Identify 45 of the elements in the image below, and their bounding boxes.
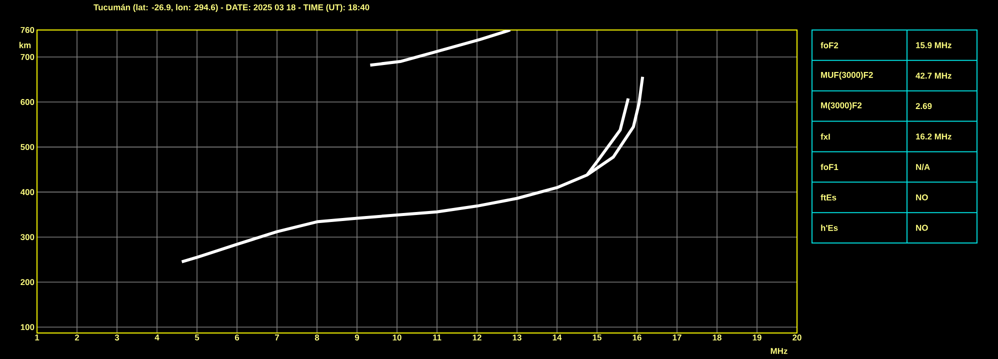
text: M(3000)F2 [821,102,862,110]
x-tick-label: 12 [472,334,482,340]
text: ftEs [820,194,836,200]
text: 42.7 MHz [916,72,952,79]
x-tick-label: 2 [74,334,80,340]
x-tick-label: 20 [792,334,802,341]
x-tick-label: 17 [672,334,682,340]
text: 15.9 MHz [916,42,952,48]
y-tick-label: 700 [20,54,34,60]
y-tick-label: 200 [20,279,34,286]
y-tick-label: 760 [20,27,34,33]
x-tick-label: 19 [752,334,762,341]
x-tick-label: 8 [314,334,320,341]
y-tick-label: 100 [20,324,34,330]
x-tick-label: 10 [392,334,402,341]
x-tick-label: 13 [512,334,522,341]
x-tick-label: 3 [114,334,120,341]
x-tick-label: 4 [154,334,160,340]
x-axis-title: MHz [770,348,788,354]
text: N/A [916,164,930,170]
x-tick-label: 6 [234,334,240,341]
text: NO [916,224,928,231]
y-tick-label: 500 [20,144,34,150]
y-tick-label: 400 [20,189,34,196]
text: NO [916,194,928,200]
text: MUF(3000)F2 [821,72,873,80]
x-tick-label: 9 [354,334,360,341]
y-axis-title: km [19,42,31,48]
text: foF1 [820,164,838,170]
text: foF2 [820,42,838,48]
x-tick-label: 15 [592,334,602,340]
text: 16.2 MHz [916,134,952,140]
text: fxI [820,133,830,140]
x-tick-label: 1 [35,334,40,340]
y-tick-label: 600 [20,99,34,106]
x-tick-label: 11 [433,334,442,340]
text: h'Es [821,224,838,231]
x-tick-label: 18 [712,334,722,341]
x-tick-label: 14 [552,334,562,340]
x-tick-label: 7 [275,334,279,340]
x-tick-label: 16 [632,334,642,341]
y-tick-label: 300 [20,234,34,240]
text: 2.69 [916,103,932,110]
chart-title: Tucumán (lat: -26.9, lon: 294.6) - DATE: 2025 03 18 - TIME (UT): 18:40 [94,4,370,12]
x-tick-label: 5 [194,334,200,340]
